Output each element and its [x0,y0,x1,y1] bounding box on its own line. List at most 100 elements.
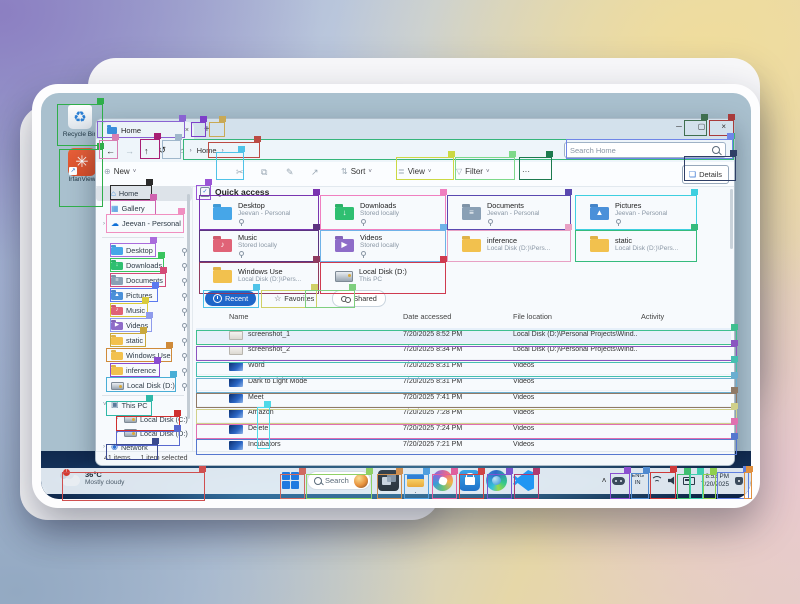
cut-icon[interactable]: ✂ [236,167,244,177]
card-location: This PC [359,276,383,284]
sort-button[interactable]: ⇅ Sort ˅ [341,167,372,176]
sidebar-item[interactable]: ↓ Downloads [96,258,192,273]
quick-access-card[interactable]: ↓ Downloads Stored locally [322,198,440,228]
recent-filter-button[interactable]: Recent [205,291,257,306]
file-row[interactable]: Delete 7/20/2025 7:24 PM Videos [196,423,731,439]
chevron-icon[interactable]: › [116,430,118,436]
desktop-icon-recycle-bin[interactable]: ♻ Recycle Bin [57,104,103,138]
breadcrumb[interactable]: ⌂ › Home › [180,146,224,155]
back-button[interactable]: ← [106,145,115,156]
quick-access-card[interactable]: ▲ Pictures Jeevan - Personal [577,198,695,228]
close-button[interactable]: × [721,122,726,131]
sidebar-item[interactable]: ⌂ Home [96,186,192,201]
sidebar-item[interactable]: ▶ Videos [96,318,192,333]
refresh-button[interactable]: ↺ [158,145,167,155]
column-header-location[interactable]: File location [513,312,552,321]
sidebar-item[interactable]: › Local Disk (D:) [109,426,192,440]
quick-access-header[interactable]: ✓ Quick access [200,187,269,197]
search-input[interactable]: Search Home [564,142,726,158]
game-controller-icon[interactable] [612,476,626,485]
taskbar-app-icon[interactable] [486,470,507,491]
new-tab-button[interactable]: + [204,124,210,135]
minimize-button[interactable]: ─ [676,122,682,131]
volume-icon[interactable] [667,476,675,485]
file-row[interactable]: Amazon 7/20/2025 7:28 PM Videos [196,407,731,423]
sidebar-scrollbar[interactable] [187,194,190,419]
battery-icon[interactable] [682,476,695,485]
quick-access-card[interactable]: Local Disk (D:) This PC [322,261,440,291]
checkbox-icon[interactable]: ✓ [200,187,210,197]
taskbar-app-icon[interactable] [513,470,534,491]
forward-button[interactable]: → [125,145,134,156]
maximize-button[interactable]: ▢ [697,122,706,131]
language-switcher[interactable]: ENG IN [631,473,644,486]
up-button[interactable]: ↑ [144,145,149,156]
clock[interactable]: 8:52 PM 7/20/2025 [701,473,729,489]
sidebar-item[interactable]: ˅ ▣ This PC [96,398,192,412]
column-header-activity[interactable]: Activity [641,312,665,321]
sidebar-item[interactable]: › ◉ Network [96,440,192,454]
chevron-icon[interactable]: ˅ [103,402,107,408]
taskbar-app-icon[interactable] [459,470,480,491]
sidebar-item[interactable]: Windows Use [96,348,192,363]
quick-access-card[interactable]: ▶ Videos Stored locally [322,230,440,260]
sidebar-item[interactable]: › Local Disk (C:) [109,412,192,426]
sidebar-item[interactable]: static [96,333,192,348]
sidebar-item-icon: ⌂ [111,188,116,198]
file-row[interactable]: Dark to Light Mode 7/20/2025 8:31 PM Vid… [196,375,731,392]
sidebar-item[interactable]: ♪ Music [96,303,192,318]
quick-access-card[interactable]: Windows Use Local Disk (D:)\Pers... [200,261,318,291]
chevron-icon[interactable]: › [116,416,118,422]
quick-access-card[interactable]: Desktop Jeevan - Personal [200,198,318,228]
file-row[interactable]: Meet 7/20/2025 7:41 PM Videos [196,391,731,407]
sidebar-item-label: This PC [121,400,148,410]
tab-close-icon[interactable]: × [184,127,189,134]
file-thumbnail [229,441,243,451]
hidden-icons-chevron[interactable]: ˄ [601,476,607,485]
sidebar-item[interactable]: Desktop [96,243,192,258]
more-button[interactable]: ··· [522,167,530,176]
breadcrumb-home[interactable]: Home [196,146,217,155]
sidebar-item[interactable]: ▦ Gallery [96,201,192,216]
taskbar-app-icon[interactable] [432,470,453,491]
column-header-name[interactable]: Name [229,312,249,321]
new-button[interactable]: ⊕ New ˅ [104,167,137,176]
taskbar-app-icon[interactable] [378,470,399,491]
desktop-icon-irfanview[interactable]: ✳ ↗ IrfanView [59,148,105,183]
rename-icon[interactable]: ✎ [286,167,294,177]
quick-access-card[interactable]: static Local Disk (D:)\Pers... [577,230,695,260]
notification-bell-icon[interactable] [735,476,743,485]
tab-home[interactable]: Home × [102,122,194,139]
quick-access-card[interactable]: ≡ Documents Jeevan - Personal [449,198,567,228]
main-pane-scrollbar[interactable] [730,189,733,249]
copy-icon[interactable]: ⧉ [261,167,268,177]
filter-button[interactable]: ▽ Filter ˅ [456,167,490,176]
sidebar-item[interactable]: ▲ Pictures [96,288,192,303]
weather-widget[interactable]: ! 36°C Mostly cloudy [60,468,124,486]
shared-filter-button[interactable]: Shared [332,290,386,307]
chevron-icon[interactable]: › [103,444,105,450]
favorites-filter-button[interactable]: ☆ Favorites [274,293,315,303]
folder-icon [111,246,123,255]
chevron-icon[interactable]: › [103,220,105,227]
view-button[interactable]: ≣ View ˅ [398,167,432,176]
file-row[interactable]: Word 7/20/2025 8:31 PM Videos [196,360,731,376]
sidebar-item[interactable]: Local Disk (D:) [96,378,192,393]
home-icon[interactable]: ⌂ [180,146,185,155]
quick-access-card[interactable]: inference Local Disk (D:)\Pers... [449,230,567,260]
sidebar-item[interactable]: inference [96,363,192,378]
details-button[interactable]: ❏ Details [681,165,729,184]
file-date: 7/20/2025 7:28 PM [403,409,463,417]
taskbar-search[interactable]: Search [307,471,371,490]
taskbar-app-icon[interactable] [405,470,426,491]
quick-access-card[interactable]: ♪ Music Stored locally [200,230,318,260]
file-row[interactable]: screenshot_1 7/20/2025 8:52 PM Local Dis… [196,328,731,344]
file-row[interactable]: screenshot_2 7/20/2025 8:34 PM Local Dis… [196,344,731,360]
sidebar-item[interactable]: ≡ Documents [96,273,192,288]
wifi-icon[interactable] [650,476,663,485]
sidebar-item[interactable]: › ☁ Jeevan - Personal [96,216,192,231]
column-header-date[interactable]: Date accessed [403,312,452,321]
share-icon[interactable]: ↗ [311,167,319,177]
start-button[interactable] [282,472,300,490]
